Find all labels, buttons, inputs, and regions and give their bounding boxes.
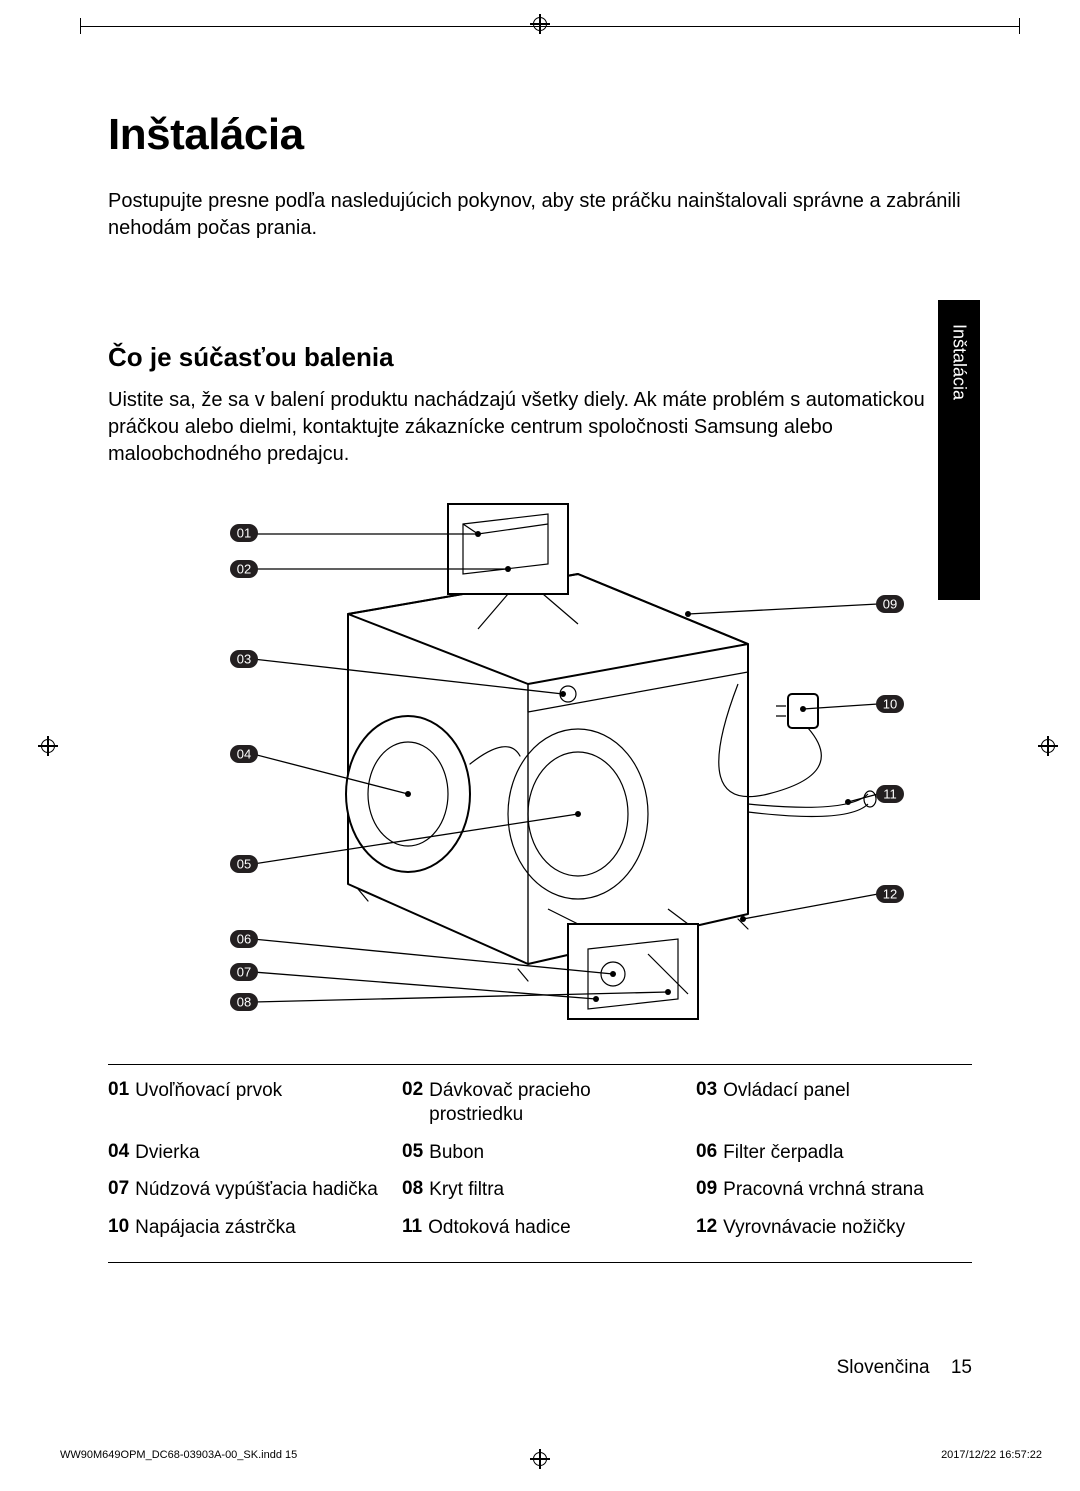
- svg-text:06: 06: [237, 932, 251, 947]
- svg-text:10: 10: [883, 697, 897, 712]
- callout-07: 07: [230, 963, 258, 981]
- svg-text:05: 05: [237, 857, 251, 872]
- legend-rule-top: [108, 1064, 972, 1065]
- svg-text:03: 03: [237, 652, 251, 667]
- callout-08: 08: [230, 993, 258, 1011]
- callout-04: 04: [230, 745, 258, 763]
- legend-item: 08Kryt filtra: [402, 1178, 678, 1202]
- registration-mark-icon: [38, 736, 58, 756]
- legend-item: 07Núdzová vypúšťacia hadička: [108, 1178, 384, 1202]
- page-intro: Postupujte presne podľa nasledujúcich po…: [108, 188, 972, 242]
- page-title: Inštalácia: [108, 110, 972, 160]
- product-diagram: 01 02 03 04 05 06 07 08 09 10 11 12: [148, 494, 908, 1024]
- svg-text:08: 08: [237, 995, 251, 1010]
- legend-item: 02Dávkovač pracieho prostriedku: [402, 1079, 678, 1127]
- page-footer: Slovenčina 15: [837, 1357, 972, 1379]
- legend-item: 03Ovládací panel: [696, 1079, 972, 1127]
- section-title: Čo je súčasťou balenia: [108, 342, 972, 373]
- callout-02: 02: [230, 560, 258, 578]
- section-side-tab: Inštalácia: [938, 300, 980, 600]
- registration-mark-icon: [530, 14, 550, 34]
- legend-item: 06Filter čerpadla: [696, 1141, 972, 1165]
- legend-item: 09Pracovná vrchná strana: [696, 1178, 972, 1202]
- callout-06: 06: [230, 930, 258, 948]
- section-intro: Uistite sa, že sa v balení produktu nach…: [108, 387, 972, 468]
- svg-text:02: 02: [237, 562, 251, 577]
- callout-05: 05: [230, 855, 258, 873]
- registration-mark-icon: [1038, 736, 1058, 756]
- legend-item: 04Dvierka: [108, 1141, 384, 1165]
- callout-12: 12: [876, 885, 904, 903]
- page-content: Inštalácia Postupujte presne podľa nasle…: [108, 110, 972, 1371]
- callout-03: 03: [230, 650, 258, 668]
- svg-text:11: 11: [883, 787, 897, 802]
- print-metadata: WW90M649OPM_DC68-03903A-00_SK.indd 15 20…: [60, 1449, 1042, 1461]
- legend-item: 10Napájacia zástrčka: [108, 1216, 384, 1240]
- side-tab-label: Inštalácia: [949, 324, 970, 400]
- parts-legend: 01Uvoľňovací prvok 02Dávkovač pracieho p…: [108, 1079, 972, 1240]
- footer-language: Slovenčina: [837, 1357, 930, 1378]
- print-file-name: WW90M649OPM_DC68-03903A-00_SK.indd 15: [60, 1449, 297, 1461]
- print-timestamp: 2017/12/22 16:57:22: [941, 1449, 1042, 1461]
- svg-text:12: 12: [883, 887, 897, 902]
- callout-01: 01: [230, 524, 258, 542]
- callout-11: 11: [876, 785, 904, 803]
- footer-page-number: 15: [935, 1357, 972, 1378]
- legend-item: 12Vyrovnávacie nožičky: [696, 1216, 972, 1240]
- legend-item: 01Uvoľňovací prvok: [108, 1079, 384, 1127]
- svg-text:04: 04: [237, 747, 251, 762]
- legend-item: 05Bubon: [402, 1141, 678, 1165]
- svg-text:01: 01: [237, 526, 251, 541]
- svg-text:07: 07: [237, 965, 251, 980]
- legend-rule-bottom: [108, 1262, 972, 1263]
- callout-10: 10: [876, 695, 904, 713]
- legend-item: 11Odtoková hadice: [402, 1216, 678, 1240]
- svg-text:09: 09: [883, 597, 897, 612]
- callout-09: 09: [876, 595, 904, 613]
